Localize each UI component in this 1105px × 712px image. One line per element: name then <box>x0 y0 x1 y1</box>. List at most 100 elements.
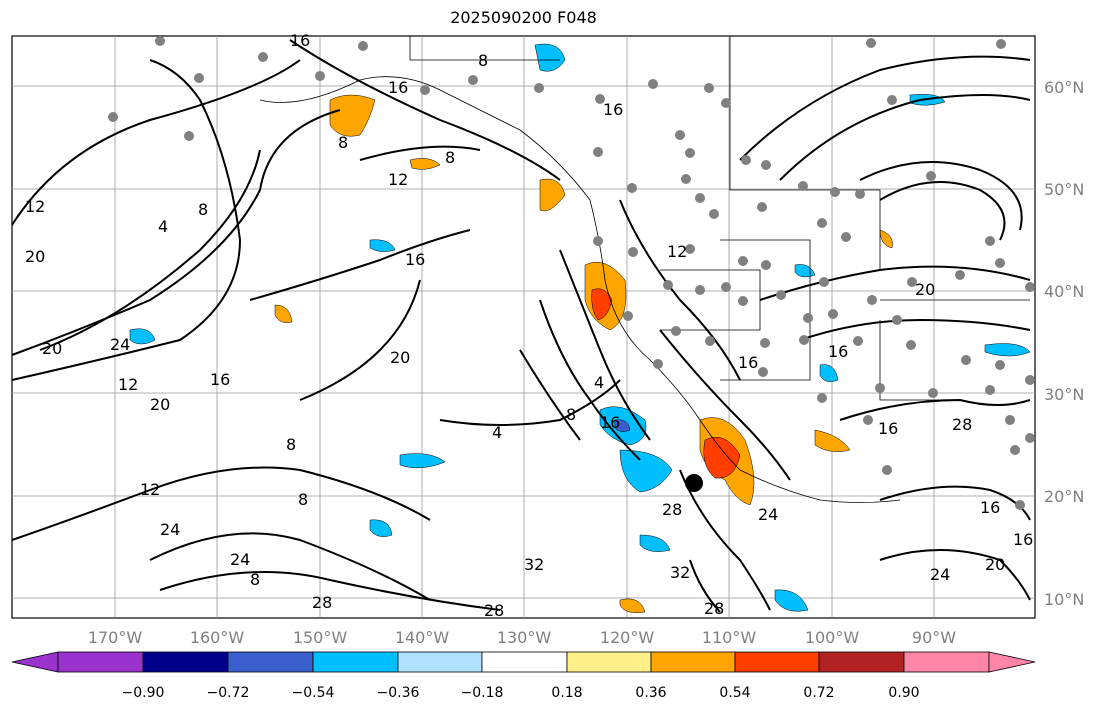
lat-label: 40°N <box>1044 282 1084 301</box>
contour-label: 16 <box>1013 530 1033 549</box>
shade-blue <box>129 328 156 345</box>
contour-label: 16 <box>980 498 1000 517</box>
colorbar-tick: 0.72 <box>803 685 834 701</box>
shade-red <box>591 288 613 321</box>
shade-blue <box>774 589 809 612</box>
contour-label: 8 <box>250 570 260 589</box>
contour-label: 12 <box>25 197 45 216</box>
lon-label: 130°W <box>497 628 552 647</box>
colorbar-tick: −0.36 <box>377 685 420 701</box>
contour-label: 8 <box>286 435 296 454</box>
lat-label: 10°N <box>1044 590 1084 609</box>
contour-label: 20 <box>42 339 62 358</box>
contour-label: 28 <box>484 601 504 620</box>
contour-lines <box>11 39 1031 613</box>
colorbar-low-extension <box>11 651 59 673</box>
colorbar-tick: 0.54 <box>719 685 750 701</box>
contour-label: 16 <box>738 353 758 372</box>
lat-label: 20°N <box>1044 487 1084 506</box>
contour-label: 28 <box>704 599 724 618</box>
shade-orange <box>274 304 293 323</box>
lon-label: 160°W <box>190 628 245 647</box>
contour-label: 24 <box>110 335 130 354</box>
lat-label: 30°N <box>1044 385 1084 404</box>
lon-label: 170°W <box>88 628 143 647</box>
contour-label: 16 <box>290 31 310 50</box>
shade-blue <box>534 43 566 72</box>
lon-label: 120°W <box>600 628 655 647</box>
colorbar-ticks: −0.90 −0.72 −0.54 −0.36 −0.18 0.18 0.36 … <box>122 685 920 701</box>
contour-label: 8 <box>298 490 308 509</box>
contour-label: 4 <box>158 217 168 236</box>
colorbar-tick: 0.90 <box>888 685 919 701</box>
map-frame <box>11 35 1036 619</box>
contour-label: 28 <box>662 500 682 519</box>
contour-label: 20 <box>25 247 45 266</box>
contour-label-group: 16 8 16 16 8 12 8 12 20 8 4 16 12 20 24 … <box>25 31 1033 620</box>
coastlines <box>259 36 1030 503</box>
contour-label: 12 <box>118 375 138 394</box>
contour-label: 4 <box>594 373 604 392</box>
contour-label: 16 <box>388 78 408 97</box>
contour-label: 4 <box>492 423 502 442</box>
lon-label: 100°W <box>805 628 860 647</box>
contour-label: 28 <box>952 415 972 434</box>
colorbar-tick: 0.18 <box>551 685 582 701</box>
colorbar-tick: −0.18 <box>461 685 504 701</box>
lon-label: 140°W <box>395 628 450 647</box>
lat-label: 60°N <box>1044 78 1084 97</box>
shade-blue <box>369 519 393 537</box>
contour-label: 16 <box>210 370 230 389</box>
shade-orange <box>619 598 646 613</box>
shade-orange <box>329 94 376 137</box>
contour-label: 32 <box>670 563 690 582</box>
colorbar-segment <box>397 651 483 673</box>
colorbar-segment <box>818 651 905 673</box>
colorbar-segment <box>57 651 144 673</box>
contour-label: 16 <box>405 250 425 269</box>
contour-label: 12 <box>388 170 408 189</box>
contour-label: 20 <box>390 348 410 367</box>
shade-blue <box>399 453 446 469</box>
contour-label: 8 <box>198 200 208 219</box>
contour-label: 24 <box>230 550 250 569</box>
contour-label: 24 <box>160 520 180 539</box>
contour-label: 16 <box>828 342 848 361</box>
chart-title: 2025090200 F048 <box>450 8 597 27</box>
contour-label: 8 <box>566 405 576 424</box>
contour-label: 32 <box>524 555 544 574</box>
contour-label: 8 <box>478 51 488 70</box>
contour-label: 24 <box>758 505 778 524</box>
latitude-labels: 60°N 50°N 40°N 30°N 20°N 10°N <box>1044 78 1084 609</box>
shade-orange <box>814 429 851 452</box>
colorbar-segment <box>312 651 399 673</box>
contour-label: 20 <box>150 395 170 414</box>
lon-label: 150°W <box>293 628 348 647</box>
station-markers <box>108 36 1035 510</box>
colorbar-segment <box>142 651 229 673</box>
highlight-marker <box>685 474 703 492</box>
longitude-labels: 170°W 160°W 150°W 140°W 130°W 120°W 110°… <box>88 628 956 647</box>
shade-blue <box>619 449 673 493</box>
shade-red <box>703 436 741 479</box>
contour-label: 20 <box>915 280 935 299</box>
shade-blue-mid <box>614 419 631 432</box>
shade-orange <box>409 158 441 170</box>
colorbar-tick: −0.90 <box>122 685 165 701</box>
colorbar-segment <box>903 651 990 673</box>
contour-label: 8 <box>338 133 348 152</box>
contour-label: 16 <box>603 100 623 119</box>
contour-label: 20 <box>985 555 1005 574</box>
colorbar-segment <box>566 651 652 673</box>
shade-blue <box>984 343 1031 357</box>
shade-orange <box>879 229 893 249</box>
contour-label: 24 <box>930 565 950 584</box>
contour-label: 8 <box>445 148 455 167</box>
contour-label: 16 <box>878 419 898 438</box>
colorbar-segment <box>481 651 568 673</box>
lon-label: 90°W <box>912 628 956 647</box>
colorbar-tick: −0.72 <box>207 685 250 701</box>
colorbar-segment <box>734 651 820 673</box>
contour-label: 12 <box>140 480 160 499</box>
